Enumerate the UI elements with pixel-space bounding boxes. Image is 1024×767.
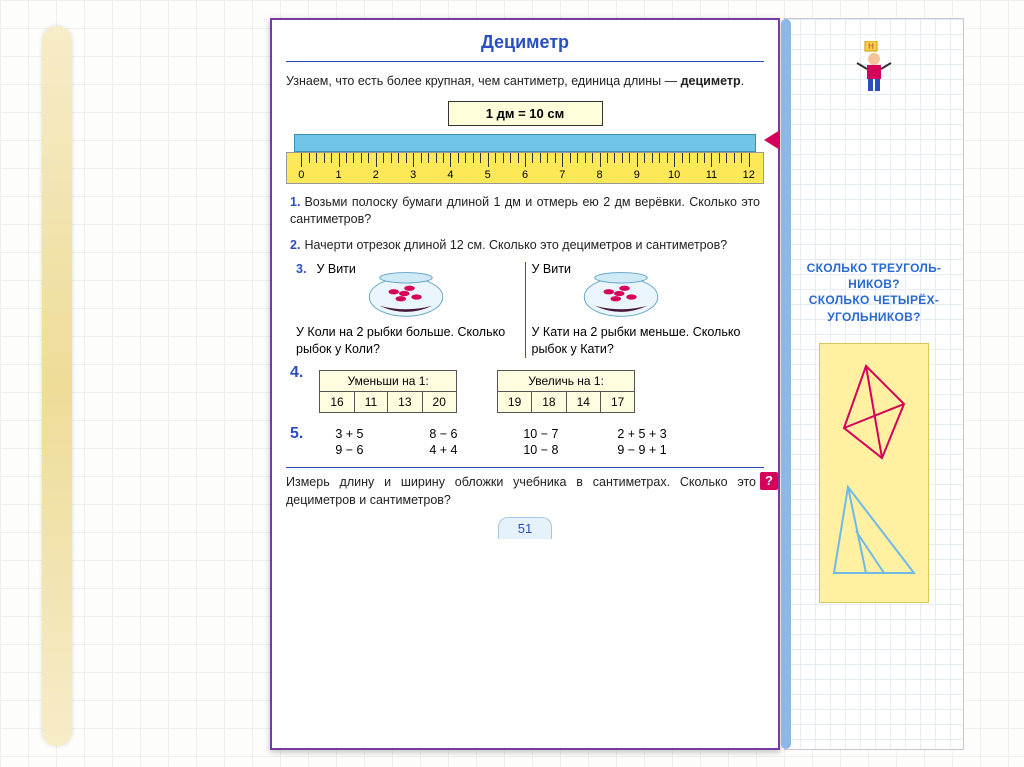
expression: 10 − 7 <box>523 427 585 441</box>
fishbowl-icon <box>362 262 450 318</box>
table-cell: 20 <box>423 392 456 412</box>
intro-c: . <box>741 74 744 88</box>
expression: 10 − 8 <box>523 443 585 457</box>
ruler-label: 12 <box>743 169 755 181</box>
shape-blue-icon <box>826 477 922 587</box>
question-badge-icon: ? <box>760 472 778 490</box>
task-number: 2. <box>290 238 300 252</box>
expression: 2 + 5 + 3 <box>617 427 679 441</box>
task-number: 4. <box>290 364 303 382</box>
ruler-label: 10 <box>668 169 680 181</box>
ruler-label: 2 <box>373 169 379 181</box>
label-right: У Вити <box>532 262 571 276</box>
divider <box>286 467 764 468</box>
task-3-left: 3. У Вити У Коли на 2 рыбки больше. Скол… <box>290 262 526 358</box>
task-4: Уменьши на 1: 16111320 Увеличь на 1: 191… <box>319 370 635 413</box>
textbook-page: Дециметр Узнаем, что есть более крупная,… <box>270 18 780 750</box>
table-cell: 16 <box>320 392 354 412</box>
shape-red-icon <box>826 358 922 468</box>
table-cell: 18 <box>532 392 566 412</box>
intro-a: Узнаем, что есть более крупная, чем сант… <box>286 74 681 88</box>
task-number: 1. <box>290 195 300 209</box>
intro-text: Узнаем, что есть более крупная, чем сант… <box>286 72 764 91</box>
ruler-label: 0 <box>298 169 304 181</box>
table-cell: 11 <box>355 392 388 412</box>
page-number: 51 <box>498 517 552 539</box>
sidebar-panel: Н СКОЛЬКО ТРЕУГОЛЬ-НИКОВ? СКОЛЬКО ЧЕТЫРЁ… <box>784 18 964 750</box>
expression: 8 − 6 <box>429 427 491 441</box>
task-text: Возьми полоску бумаги длиной 1 дм и отме… <box>290 195 760 227</box>
table-cell: 19 <box>498 392 532 412</box>
task-text: Начерти отрезок длиной 12 см. Сколько эт… <box>304 238 727 252</box>
ruler-label: 8 <box>597 169 603 181</box>
expression: 9 − 6 <box>335 443 397 457</box>
ruler-label: 5 <box>485 169 491 181</box>
expression: 4 + 4 <box>429 443 491 457</box>
sidebar-question-text: СКОЛЬКО ТРЕУГОЛЬ-НИКОВ? СКОЛЬКО ЧЕТЫРЁХ-… <box>793 260 955 325</box>
task-3: 3. У Вити У Коли на 2 рыбки больше. Скол… <box>290 262 760 358</box>
intro-b: дециметр <box>681 74 741 88</box>
task-3-left-text: У Коли на 2 рыбки больше. Сколько рыбок … <box>296 324 519 358</box>
task-2: 2. Начерти отрезок длиной 12 см. Сколько … <box>290 237 760 255</box>
shapes-card <box>819 343 929 603</box>
formula-box: 1 дм = 10 см <box>448 101 603 126</box>
slide-decor-bar <box>42 26 72 746</box>
pointer-arrow-icon <box>764 130 780 150</box>
table-header: Уменьши на 1: <box>320 371 456 392</box>
table-header: Увеличь на 1: <box>498 371 634 392</box>
table-cell: 17 <box>601 392 634 412</box>
expression: 3 + 5 <box>335 427 397 441</box>
task-number: 3. <box>296 262 306 276</box>
ruler-label: 1 <box>336 169 342 181</box>
ruler-label: 7 <box>559 169 565 181</box>
task-3-right-text: У Кати на 2 рыбки меньше. Сколько рыбок … <box>532 324 755 358</box>
footer-text: Измерь длину и ширину обложки учебника в… <box>286 475 756 507</box>
decimeter-strip <box>294 134 756 152</box>
expression: 9 − 9 + 1 <box>617 443 679 457</box>
child-figure-icon: Н <box>793 41 955 100</box>
task-5: 3 + 5 8 − 6 10 − 7 2 + 5 + 3 9 − 6 4 + 4 10 −… <box>307 425 764 459</box>
table-cell: 13 <box>388 392 422 412</box>
task-number: 5. <box>290 425 303 459</box>
ruler-label: 9 <box>634 169 640 181</box>
fishbowl-icon <box>577 262 665 318</box>
ruler-label: 4 <box>447 169 453 181</box>
table-increase: Увеличь на 1: 19181417 <box>497 370 635 413</box>
table-cell: 14 <box>567 392 601 412</box>
label-left: У Вити <box>316 262 355 276</box>
footer-question: Измерь длину и ширину обложки учебника в… <box>286 474 764 509</box>
ruler-label: 3 <box>410 169 416 181</box>
ruler: 0123456789101112 <box>286 152 764 184</box>
sidebar-curve <box>781 19 791 749</box>
task-3-right: У Вити У Кати на 2 рыбки меньше. Сколько… <box>526 262 761 358</box>
title-underline <box>286 61 764 62</box>
ruler-label: 6 <box>522 169 528 181</box>
task-1: 1.Возьми полоску бумаги длиной 1 дм и от… <box>290 194 760 229</box>
sidebar-question: СКОЛЬКО ТРЕУГОЛЬ-НИКОВ? СКОЛЬКО ЧЕТЫРЁХ-… <box>793 260 955 325</box>
ruler-label: 11 <box>706 169 717 181</box>
table-decrease: Уменьши на 1: 16111320 <box>319 370 457 413</box>
page-title: Дециметр <box>286 30 764 61</box>
svg-text:Н: Н <box>868 42 874 51</box>
